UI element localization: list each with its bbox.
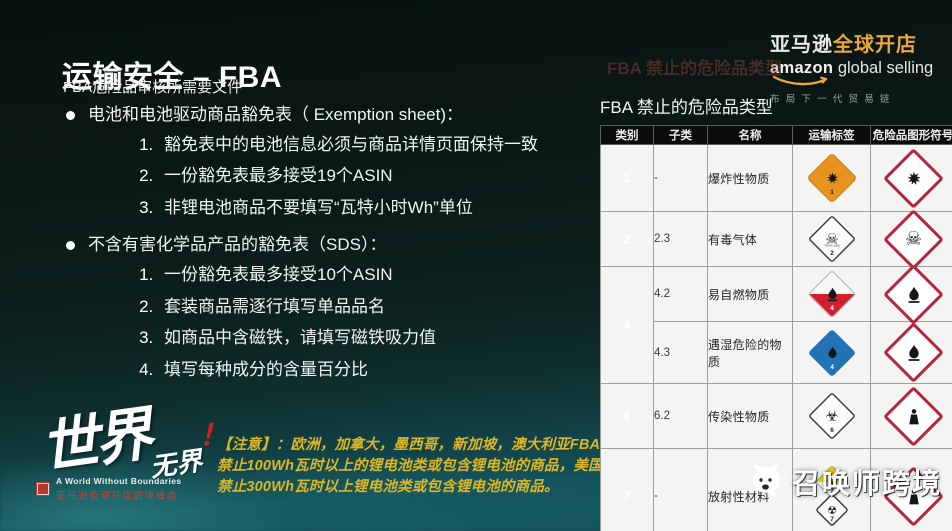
ghs-symbol-cell: ☠ xyxy=(870,208,952,270)
amazon-global-selling-logo: 亚马逊全球开店 amazon global selling 布局下一代贸易链 xyxy=(770,28,934,105)
subclass-cell: 4.2 xyxy=(653,266,708,322)
logo-global-selling-wordmark: global selling xyxy=(837,59,934,77)
sublist-item: 豁免表中的电池信息必须与商品详情页面保持一致 xyxy=(158,134,562,156)
bullet-sublist: 一份豁免表最多接受10个ASIN 套装商品需逐行填写单品品名如商品中含磁铁，请填写… xyxy=(62,264,562,381)
ghs-symbol-cell xyxy=(870,448,952,531)
cat-mascot-icon xyxy=(752,464,780,497)
category-cell: 1 xyxy=(600,144,654,212)
ghs-flame-icon xyxy=(882,322,944,383)
transport-label-cell: 1 xyxy=(792,144,871,212)
sublist-item: 如商品中含磁铁，请填写磁铁吸力值 xyxy=(158,327,562,349)
ghs-symbol-cell xyxy=(870,321,952,384)
table-row: 1- 爆炸性物质 1 xyxy=(600,144,952,212)
summit-tagline-en: A World Without Boundaries xyxy=(56,476,182,486)
explosive-label-icon: 1 xyxy=(807,153,856,203)
name-cell: 易自燃物质 xyxy=(707,266,793,322)
bullet-dot-icon xyxy=(66,241,75,251)
transport-label-cell: ☢ 7 ☢ 7 xyxy=(792,448,871,531)
name-cell: 有毒气体 xyxy=(707,211,793,267)
page-title: 运输安全 – FBA xyxy=(62,61,283,95)
table-row: 4 4.2 易自燃物质 4 xyxy=(600,263,952,384)
bullet-dot-icon xyxy=(66,111,75,120)
bullet-item: 不含有害化学品产品的豁免表（SDS）： xyxy=(62,234,562,257)
table-ghost-title: FBA 禁止的危险品类型 xyxy=(607,59,783,78)
category-cell: 7 xyxy=(600,448,654,531)
notice-text: 【注意】：欧洲，加拿大，墨西哥，新加坡，澳大利亚FBA禁止100Wh瓦时以上的锂… xyxy=(217,436,603,496)
logo-cn-amazon: 亚马逊 xyxy=(770,34,833,56)
bullet-sublist: 豁免表中的电池信息必须与商品详情页面保持一致一份豁免表最多接受19个ASIN 非锂… xyxy=(62,134,562,219)
transport-label-cell: 4 xyxy=(792,266,871,322)
toxic-gas-label-icon: ☠ TOXIC GAS 2 xyxy=(807,214,856,264)
transport-label-cell: ☣ 6 xyxy=(792,383,871,449)
bullet-list: 电池和电池驱动商品豁免表（ Exemption sheet)： 豁免表中的电池信息… xyxy=(62,104,562,396)
transport-label-cell: ☠ TOXIC GAS 2 xyxy=(792,211,871,267)
logo-amazon-wordmark: amazon xyxy=(770,59,834,77)
name-cell: 传染性物质 xyxy=(707,383,793,449)
infectious-label-icon: ☣ 6 xyxy=(807,391,856,441)
table-header-cell: 危险品图形符号 xyxy=(870,125,952,145)
transport-label-cell: 4 xyxy=(792,321,871,384)
name-cell: 放射性材料 xyxy=(707,448,793,531)
logo-tagline: 布局下一代贸易链 xyxy=(770,94,896,105)
bullet-item: 电池和电池驱动商品豁免表（ Exemption sheet)： xyxy=(62,104,562,127)
dangerous-goods-table: 类别 子类 名称 运输标签 危险品图形符号 1- 爆炸性物质 1 2 2.3 有毒气体 ☠ TOXIC… xyxy=(600,125,952,531)
sublist-item: 一份豁免表最多接受19个ASIN xyxy=(158,165,562,187)
summit-seal-icon xyxy=(36,482,50,496)
ghs-flame-icon xyxy=(882,263,944,325)
ghs-exploding-bomb-icon xyxy=(882,147,944,209)
table-header-row: 类别 子类 名称 运输标签 危险品图形符号 xyxy=(600,125,952,145)
table-row: 7- 放射性材料 ☢ 7 ☢ 7 xyxy=(600,448,952,531)
name-cell: 遇湿危险的物质 xyxy=(707,321,793,384)
summit-tagline-cn: 亚马逊全球开店跨境峰会 xyxy=(56,491,179,502)
table-header-cell: 子类 xyxy=(653,125,708,145)
subclass-cell: 2.3 xyxy=(653,211,708,267)
logo-cn-line: 亚马逊全球开店 xyxy=(770,28,930,57)
calligraphy-main: 世界 xyxy=(36,401,153,482)
sublist-item: 一份豁免表最多接受10个ASIN xyxy=(158,264,562,286)
summit-tagline: A World Without Boundaries 亚马逊全球开店跨境峰会 xyxy=(36,476,182,502)
table-title: FBA 禁止的危险品类型 xyxy=(600,98,773,117)
ghs-symbol-cell xyxy=(870,263,952,325)
ghs-symbol-cell xyxy=(870,383,952,449)
bullet-label: 不含有害化学品产品的豁免表（SDS）： xyxy=(88,235,387,255)
table-header-cell: 类别 xyxy=(600,125,654,145)
category-cell: 6 xyxy=(600,383,654,449)
subclass-cell: 4.3 xyxy=(653,321,708,384)
category-cell: 2 xyxy=(600,211,654,267)
amazon-smile-icon xyxy=(772,75,828,86)
dangerous-when-wet-label-icon: 4 xyxy=(807,328,856,377)
subclass-cell: - xyxy=(653,448,708,531)
table-header-cell: 运输标签 xyxy=(792,125,871,145)
sublist-item: 填写每种成分的含量百分比 xyxy=(158,359,562,381)
dangerous-goods-table-wrap: 类别 子类 名称 运输标签 危险品图形符号 1- 爆炸性物质 1 2 2.3 有毒气体 ☠ TOXIC… xyxy=(600,125,952,531)
ghs-health-hazard-icon xyxy=(882,385,944,447)
table-row: 4.3 遇湿危险的物质 4 xyxy=(601,321,952,384)
table-header-cell: 名称 xyxy=(707,125,793,145)
watermark-text: 召唤师跨境 xyxy=(792,468,943,499)
subclass-cell: 6.2 xyxy=(653,383,708,449)
ghs-symbol-cell xyxy=(870,144,952,212)
ghs-health-hazard-icon xyxy=(882,465,944,527)
logo-cn-global-selling: 全球开店 xyxy=(833,34,917,56)
logo-en-line: amazon global selling xyxy=(770,59,934,78)
sublist-item: 非锂电池商品不要填写“瓦特小时Wh”单位 xyxy=(158,197,562,219)
page-subtitle: FBA危险品审核所需要文件 xyxy=(63,79,243,96)
ghs-skull-crossbones-icon: ☠ xyxy=(882,208,944,270)
bullet-label: 电池和电池驱动商品豁免表（ Exemption sheet)： xyxy=(88,105,464,124)
exclamation-mark: ！ xyxy=(199,420,229,452)
subclass-cell: - xyxy=(653,144,708,212)
table-row: 2 2.3 有毒气体 ☠ TOXIC GAS 2 ☠ xyxy=(600,208,952,270)
category-cell: 4 xyxy=(600,266,654,384)
sublist-item: 套装商品需逐行填写单品品名 xyxy=(158,296,562,318)
spontaneously-combustible-label-icon: 4 xyxy=(807,269,856,319)
table-row: 6 6.2 传染性物质 ☣ 6 xyxy=(600,383,952,449)
watermark: 召唤师跨境 xyxy=(746,462,942,502)
name-cell: 爆炸性物质 xyxy=(707,144,793,212)
